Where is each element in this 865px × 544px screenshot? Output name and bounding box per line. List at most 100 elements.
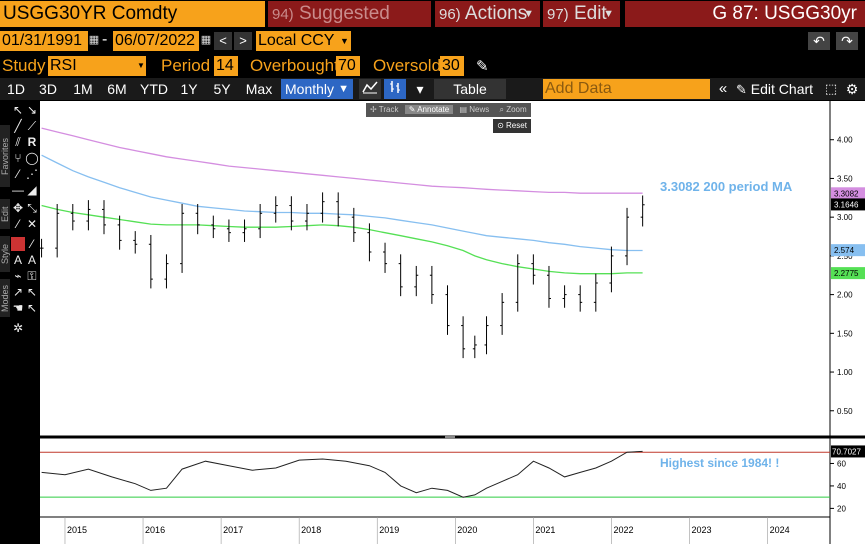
gear-icon[interactable]: ⚙ [845,81,859,97]
edit-chart-pencil-icon: ✎ [736,82,747,97]
frequency-label: Monthly [285,81,335,97]
font-icon[interactable]: A [27,253,36,267]
cursor-icon[interactable]: ↖ [26,285,38,299]
edit-caret-icon: ▼ [603,8,614,20]
end-date-input[interactable]: 06/07/2022 [113,31,199,51]
gann-icon[interactable]: ⋰ [26,167,38,181]
calendar-icon[interactable]: ▦ [88,34,100,46]
arrow-icon[interactable]: ↘ [26,103,38,117]
value-label: 2.574 [834,246,855,255]
period-3d-button[interactable]: 3D [39,81,57,97]
fork-icon[interactable]: ⑂ [14,151,22,165]
text-icon[interactable]: A [13,253,22,267]
panel-resize-handle [445,435,455,439]
value-label-box [831,244,865,257]
retracement-icon[interactable]: R [27,135,37,149]
period-1y-button[interactable]: 1Y [180,81,198,97]
suggested-charts-button[interactable]: 94) Suggested Charts [268,1,431,51]
favorites-tab[interactable]: Favorites [0,125,10,187]
frequency-dropdown-icon: ▼ [338,83,349,95]
bar-chart-icon[interactable] [384,79,406,99]
rsi-y-tick-label: 60 [837,459,846,468]
arrow-up-icon[interactable]: ↗ [12,285,24,299]
add-data-input[interactable]: Add Data [543,79,710,99]
period-toolbar: 1D 3D 1M 6M YTD 1Y 5Y Max Monthly ▼ ▾ Ta… [0,78,865,100]
period-input[interactable]: 14 [214,56,238,76]
news-button[interactable]: ▤ News [459,105,490,114]
zoom-button[interactable]: ⌕ Zoom [499,105,527,114]
period-1m-button[interactable]: 1M [73,81,93,97]
edit-tab[interactable]: Edit [0,199,10,229]
style-tab[interactable]: Style [0,236,10,272]
magnet-icon[interactable]: ⌁ [14,269,22,283]
x-tick-label: 2017 [223,525,243,535]
period-label: Period [161,56,211,75]
rsi-y-tick-label: 20 [837,504,846,513]
resize-icon[interactable]: ⤡ [27,201,37,215]
collapse-icon[interactable]: « [718,80,728,97]
hand-icon[interactable]: ☚ [12,301,24,315]
actions-menu-button[interactable]: 96) Actions ▼ [435,1,540,27]
trend-line-icon[interactable]: ╱ [14,119,22,133]
suggested-charts-num: 94) [272,6,294,23]
news-label: News [469,105,490,114]
oversold-input[interactable]: 30 [440,56,464,76]
drawing-toolbar: Favorites Edit Style Modes ↖ ↘ ╱ ⟋ ⫽ R ⑂… [0,101,40,544]
undo-icon[interactable]: ↶ [808,32,830,50]
ray-icon[interactable]: ⟋ [27,119,37,133]
currency-dropdown-icon[interactable]: ▼ [338,31,351,51]
reset-label: Reset [506,121,527,130]
rsi-value-label: 70.7027 [832,447,861,456]
reset-button[interactable]: ⊙ Reset [493,119,531,133]
study-dropdown-icon[interactable]: ▼ [137,61,145,70]
chart-canvas: 2015 2016 2017 2018 2019 2020 2021 2022 2023 2024… [40,101,865,544]
edit-menu-button[interactable]: 97) Edit ▼ [543,1,620,27]
start-date-input[interactable]: 01/31/1991 [0,31,88,51]
study-select[interactable]: RSI [48,56,146,76]
period-6m-button[interactable]: 6M [107,81,127,97]
ticker-field[interactable]: USGG30YR Comdty [0,1,265,27]
prev-range-button[interactable]: < [214,32,232,50]
horizontal-line-icon[interactable]: — [12,183,24,197]
modes-tab[interactable]: Modes [0,279,10,317]
line-chart-icon[interactable] [359,79,381,99]
currency-select[interactable]: Local CCY [256,31,338,51]
color-red-icon[interactable] [11,237,25,251]
calendar-icon[interactable]: ▦ [200,34,212,46]
move-icon[interactable]: ✥ [12,201,24,215]
rsi-annotation: Highest since 1984! ! [660,456,779,470]
edit-chart-button[interactable]: ✎ Edit Chart [736,79,818,99]
annotate-button[interactable]: ✎ Annotate [404,105,454,114]
period-5y-button[interactable]: 5Y [213,81,231,97]
settings-icon[interactable]: ✲ [12,321,24,335]
pointer-icon[interactable]: ↖ [26,301,38,315]
overbought-input[interactable]: 70 [336,56,360,76]
next-range-button[interactable]: > [234,32,252,50]
chart-settings-icon[interactable]: ⬚ [824,81,838,96]
edit-label: Edit [573,3,607,24]
period-1d-button[interactable]: 1D [7,81,25,97]
delete-icon[interactable]: ✕ [26,217,38,231]
value-label-box [831,267,865,280]
lock-icon[interactable]: ⚿ [27,269,37,283]
stroke-icon[interactable]: ⁄ [16,217,19,231]
chart-type-dropdown-icon[interactable]: ▾ [409,79,431,99]
actions-num: 96) [439,6,461,23]
channel-icon[interactable]: ⫽ [15,135,21,149]
table-button[interactable]: Table [434,79,506,99]
select-icon[interactable]: ↖ [12,103,24,117]
pencil-icon[interactable]: ✎ [476,58,489,75]
frequency-select[interactable]: Monthly ▼ [281,79,353,99]
period-max-button[interactable]: Max [245,81,273,97]
chart-area[interactable]: 2015 2016 2017 2018 2019 2020 2021 2022 2023 2024… [40,101,865,544]
track-button[interactable]: ✢ Track [370,105,399,114]
redo-icon[interactable]: ↷ [836,32,858,50]
rsi-line [41,450,643,498]
study-label: Study [2,56,46,75]
brush-icon[interactable]: ⁄ [16,167,19,181]
date-range-bar: 01/31/1991 ▦ - 06/07/2022 ▦ < > Local CC… [0,29,865,53]
stroke-style-icon[interactable]: ⁄ [30,237,33,251]
period-ytd-button[interactable]: YTD [140,81,168,97]
circle-icon[interactable]: ◯ [25,151,39,165]
wedge-icon[interactable]: ◢ [27,183,37,197]
